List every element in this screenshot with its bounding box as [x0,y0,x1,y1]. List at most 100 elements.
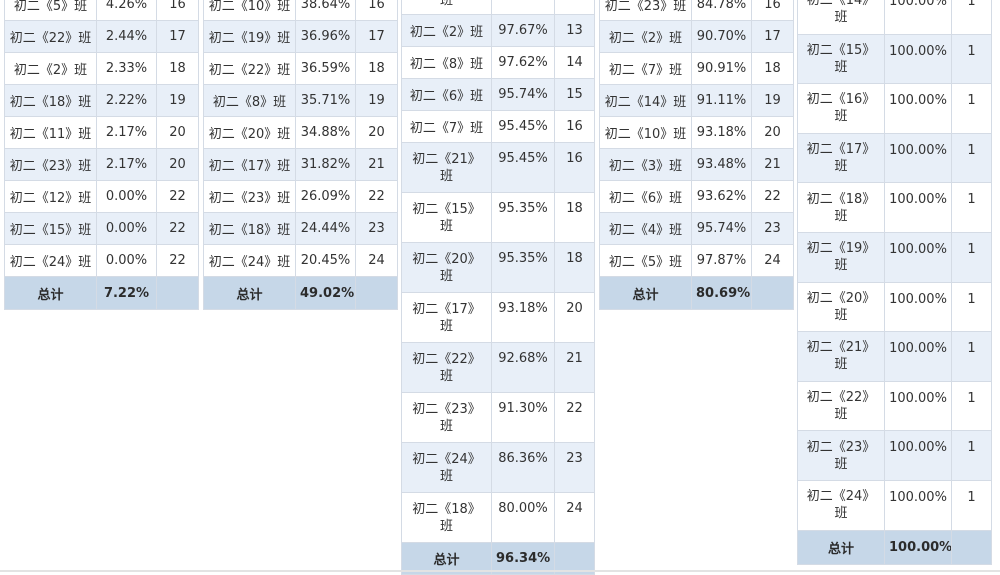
class-name: 初二《23》班 [599,0,692,21]
rate-table-3: 班 初二《2》班 97.67% 13 初二《8》班 97.62% 14 初二《6》班 95… [401,0,595,575]
rank-value: 1 [951,331,992,382]
rank-value: 22 [156,180,199,213]
rank-value: 17 [156,20,199,53]
table-row: 初二《20》班 95.35% 18 [401,242,595,293]
rate-table-4: 初二《23》班 84.78% 16 初二《2》班 90.70% 17 初二《7》班 90.… [599,0,794,310]
table-row: 初二《7》班 90.91% 18 [599,52,794,85]
rate-value: 100.00% [884,0,952,35]
class-name-line1: 初二《17》 [806,142,876,158]
rate-value: 36.96% [295,20,356,53]
rate-value: 93.62% [691,180,752,213]
total-rate: 100.00% [884,529,952,565]
table-row: 初二《22》班 36.59% 18 [203,52,398,85]
rate-table-2: 初二《10》班 38.64% 16 初二《19》班 36.96% 17 初二《22》班 3… [203,0,398,310]
class-name: 初二《17》班 [797,132,885,184]
class-name: 初二《23》班 [797,430,885,481]
rate-table-1: 初二《5》班 4.26% 16 初二《22》班 2.44% 17 初二《2》班 2.33%… [4,0,199,310]
rate-value: 100.00% [884,83,952,134]
class-name-line1: 初二《22》 [806,390,876,406]
table-row: 初二《24》班 0.00% 22 [4,244,199,277]
total-row: 总计 49.02% [203,276,398,310]
class-name: 初二《2》班 [4,52,97,85]
table-row: 初二《8》班 35.71% 19 [203,84,398,117]
total-rate: 7.22% [96,276,157,310]
rank-value: 23 [751,212,794,245]
table-row: 初二《17》班 93.18% 20 [401,292,595,343]
class-name: 初二《3》班 [599,148,692,181]
class-name: 初二《8》班 [401,46,492,79]
table-row: 初二《20》班 34.88% 20 [203,116,398,149]
rate-value: 100.00% [884,380,952,432]
class-name: 初二《6》班 [401,78,492,111]
table-row: 初二《2》班 2.33% 18 [4,52,199,85]
rate-value: 95.74% [691,212,752,245]
class-name-line1: 初二《15》 [806,42,876,58]
table-row: 初二《5》班 97.87% 24 [599,244,794,277]
table-row: 初二《23》班 84.78% 16 [599,0,794,21]
class-name: 初二《16》班 [797,83,885,134]
total-row: 总计 96.34% [401,542,595,575]
rank-value: 20 [156,116,199,149]
rank-value: 18 [751,52,794,85]
class-name-line2: 班 [834,456,848,472]
rate-value: 100.00% [884,33,952,85]
rate-value: 2.22% [96,84,157,117]
rank-value: 17 [355,20,398,53]
rank-value: 19 [751,84,794,117]
total-label: 总计 [599,276,692,310]
table-row: 初二《20》班 100.00% 1 [797,281,992,333]
rank-value: 15 [554,78,595,111]
rate-value: 100.00% [884,182,952,233]
class-name: 初二《19》班 [797,231,885,283]
table-row: 初二《17》班 100.00% 1 [797,132,992,184]
total-label: 总计 [797,529,885,565]
table-row: 初二《14》班 91.11% 19 [599,84,794,117]
total-rank [951,529,992,565]
class-name: 初二《22》班 [4,20,97,53]
class-name: 初二《15》班 [4,212,97,245]
rank-value: 22 [156,212,199,245]
class-name: 初二《23》班 [203,180,296,213]
rank-value: 1 [951,380,992,432]
rate-value: 0.00% [96,212,157,245]
class-name: 初二《10》班 [203,0,296,21]
rank-value: 23 [554,442,595,493]
rank-value: 16 [554,110,595,143]
rate-value: 97.67% [491,14,555,47]
rate-value: 84.78% [691,0,752,21]
class-name-line1: 初二《16》 [806,92,876,108]
class-name: 初二《5》班 [599,244,692,277]
table-row: 初二《22》班 2.44% 17 [4,20,199,53]
total-row: 总计 7.22% [4,276,199,310]
total-rank [355,276,398,310]
class-name: 初二《17》班 [203,148,296,181]
class-name-line2: 班 [834,208,848,224]
page-bottom-divider [0,570,1000,572]
rate-value: 93.48% [691,148,752,181]
class-name: 班 [401,0,492,15]
rank-value: 20 [156,148,199,181]
class-name: 初二《19》班 [203,20,296,53]
class-name: 初二《7》班 [599,52,692,85]
class-name: 初二《18》班 [4,84,97,117]
class-name-line1: 初二《21》 [806,340,876,356]
table-row: 初二《22》班 100.00% 1 [797,380,992,432]
table-row: 初二《4》班 95.74% 23 [599,212,794,245]
rate-value: 20.45% [295,244,356,277]
class-name-line2: 班 [439,418,453,434]
class-name: 初二《15》班 [797,33,885,85]
table-row: 初二《2》班 90.70% 17 [599,20,794,53]
rate-value: 95.45% [491,110,555,143]
class-name: 初二《18》班 [401,492,492,543]
class-name: 初二《14》班 [599,84,692,117]
class-name-line1: 初二《15》 [412,201,481,217]
class-name: 初二《7》班 [401,110,492,143]
class-name-line2: 班 [439,218,453,234]
rate-value: 97.62% [491,46,555,79]
total-row: 总计 80.69% [599,276,794,310]
rate-value: 35.71% [295,84,356,117]
class-name-line1: 初二《19》 [806,241,876,257]
total-row: 总计 100.00% [797,529,992,565]
rank-value: 1 [951,33,992,85]
class-name: 初二《24》班 [797,479,885,531]
